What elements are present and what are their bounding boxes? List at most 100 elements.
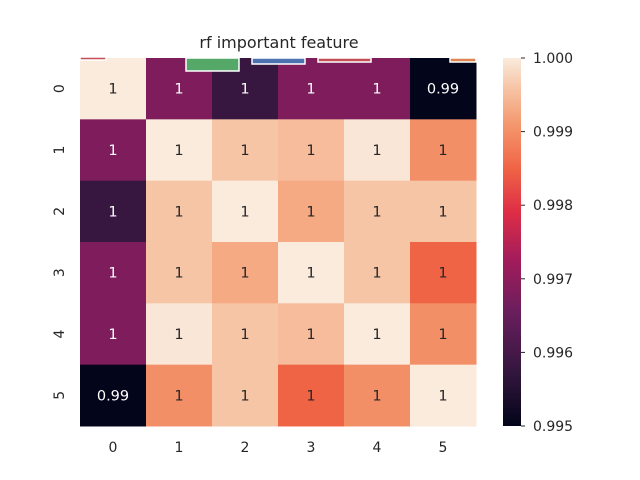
- cell-annotation: 1: [240, 143, 249, 159]
- x-tick-label: 5: [439, 440, 448, 456]
- x-tick-label: 1: [175, 440, 184, 456]
- heatmap-cell: [212, 241, 279, 304]
- colorbar-tick-label: 0.996: [533, 345, 573, 361]
- cell-annotation: 1: [108, 266, 117, 282]
- cell-annotation: 1: [438, 388, 447, 404]
- heatmap-cell: [410, 58, 477, 120]
- x-tick-label: 2: [241, 440, 250, 456]
- heatmap-cell: [212, 180, 279, 243]
- cell-annotation: 1: [372, 327, 381, 343]
- heatmap-cell: [278, 303, 345, 366]
- cell-annotation: 1: [108, 82, 117, 98]
- cell-annotation: 1: [240, 266, 249, 282]
- y-tick-label: 2: [52, 207, 68, 216]
- legend-fragment: [185, 57, 240, 72]
- cell-annotation: 1: [306, 82, 315, 98]
- heatmap-cell: [278, 119, 345, 182]
- cell-annotation: 1: [306, 266, 315, 282]
- cell-annotation: 1: [108, 204, 117, 220]
- cell-annotation: 1: [174, 327, 183, 343]
- x-axis: 0 1 2 3 4 5: [109, 440, 448, 456]
- cell-annotation: 1: [240, 388, 249, 404]
- cell-annotation: 1: [438, 204, 447, 220]
- cell-annotation: 1: [240, 327, 249, 343]
- y-tick-label: 5: [52, 391, 68, 400]
- legend-fragment: [449, 57, 477, 63]
- cell-annotation: 1: [174, 266, 183, 282]
- cell-annotation: 0.99: [97, 388, 129, 404]
- heatmap-grid: 1 1 1 1 1 0.99 1 1 1 1 1 1 1 1 1 1 1 1 1 1 1 1 1 1 1 1 1 1 1 1 0.99 1 1 1…: [80, 58, 477, 427]
- colorbar-tick-label: 0.997: [533, 272, 573, 288]
- cell-annotation: 0.99: [427, 82, 459, 98]
- heatmap-cell: [146, 303, 213, 366]
- colorbar-tick-label: 0.995: [533, 419, 573, 435]
- heatmap-cell: [80, 119, 147, 182]
- cell-annotation: 1: [372, 143, 381, 159]
- y-tick-label: 0: [52, 84, 68, 93]
- heatmap-cell: [80, 241, 147, 304]
- colorbar-tick-label: 0.999: [533, 125, 573, 141]
- heatmap-cell: [146, 364, 213, 427]
- heatmap-cell: [80, 180, 147, 243]
- colorbar-gradient: [503, 58, 521, 426]
- heatmap-cell: [212, 303, 279, 366]
- heatmap-cell: [80, 364, 147, 427]
- legend-fragments: [79, 56, 477, 72]
- cell-annotation: 1: [438, 143, 447, 159]
- heatmap-cell: [80, 58, 147, 120]
- y-tick-label: 3: [52, 268, 68, 277]
- legend-fragment: [317, 57, 372, 63]
- heatmap-cell: [344, 241, 411, 304]
- cell-annotation: 1: [438, 266, 447, 282]
- heatmap-cell: [344, 58, 411, 120]
- cell-annotation: 1: [372, 204, 381, 220]
- heatmap-cell: [278, 241, 345, 304]
- heatmap-cell: [278, 58, 345, 120]
- heatmap-cell: [410, 241, 477, 304]
- heatmap-cell: [410, 364, 477, 427]
- x-tick-label: 4: [373, 440, 382, 456]
- heatmap-cell: [410, 303, 477, 366]
- heatmap-cell: [146, 241, 213, 304]
- cell-annotation: 1: [108, 327, 117, 343]
- heatmap-cell: [212, 364, 279, 427]
- cell-annotation: 1: [438, 327, 447, 343]
- heatmap-cell: [344, 119, 411, 182]
- colorbar: 0.995 0.996 0.997 0.998 0.999 1.000: [503, 51, 573, 435]
- heatmap-cell: [278, 364, 345, 427]
- heatmap-cell: [410, 180, 477, 243]
- y-tick-label: 1: [52, 146, 68, 155]
- heatmap-cell: [146, 119, 213, 182]
- x-tick-label: 0: [109, 440, 118, 456]
- heatmap-cell: [212, 119, 279, 182]
- heatmap-cell: [344, 364, 411, 427]
- legend-fragment: [251, 57, 306, 65]
- cell-annotation: 1: [372, 388, 381, 404]
- cell-annotation: 1: [174, 82, 183, 98]
- cell-annotation: 1: [108, 143, 117, 159]
- cell-annotation: 1: [306, 327, 315, 343]
- cell-annotation: 1: [306, 143, 315, 159]
- cell-annotation: 1: [306, 388, 315, 404]
- colorbar-tick-label: 1.000: [533, 51, 573, 67]
- heatmap-cell: [344, 303, 411, 366]
- legend-fragment: [79, 56, 107, 61]
- heatmap-cell: [278, 180, 345, 243]
- y-axis: 0 1 2 3 4 5: [52, 84, 68, 400]
- heatmap-cell: [80, 303, 147, 366]
- heatmap-cell: [410, 119, 477, 182]
- cell-annotation: 1: [306, 204, 315, 220]
- cell-annotation: 1: [174, 388, 183, 404]
- y-tick-label: 4: [52, 329, 68, 338]
- heatmap-cell: [344, 180, 411, 243]
- colorbar-tick-label: 0.998: [533, 198, 573, 214]
- cell-annotation: 1: [240, 204, 249, 220]
- x-tick-label: 3: [307, 440, 316, 456]
- cell-annotation: 1: [174, 143, 183, 159]
- cell-annotation: 1: [174, 204, 183, 220]
- cell-annotation: 1: [240, 82, 249, 98]
- cell-annotation: 1: [372, 266, 381, 282]
- cell-annotation: 1: [372, 82, 381, 98]
- chart-title: rf important feature: [199, 33, 358, 52]
